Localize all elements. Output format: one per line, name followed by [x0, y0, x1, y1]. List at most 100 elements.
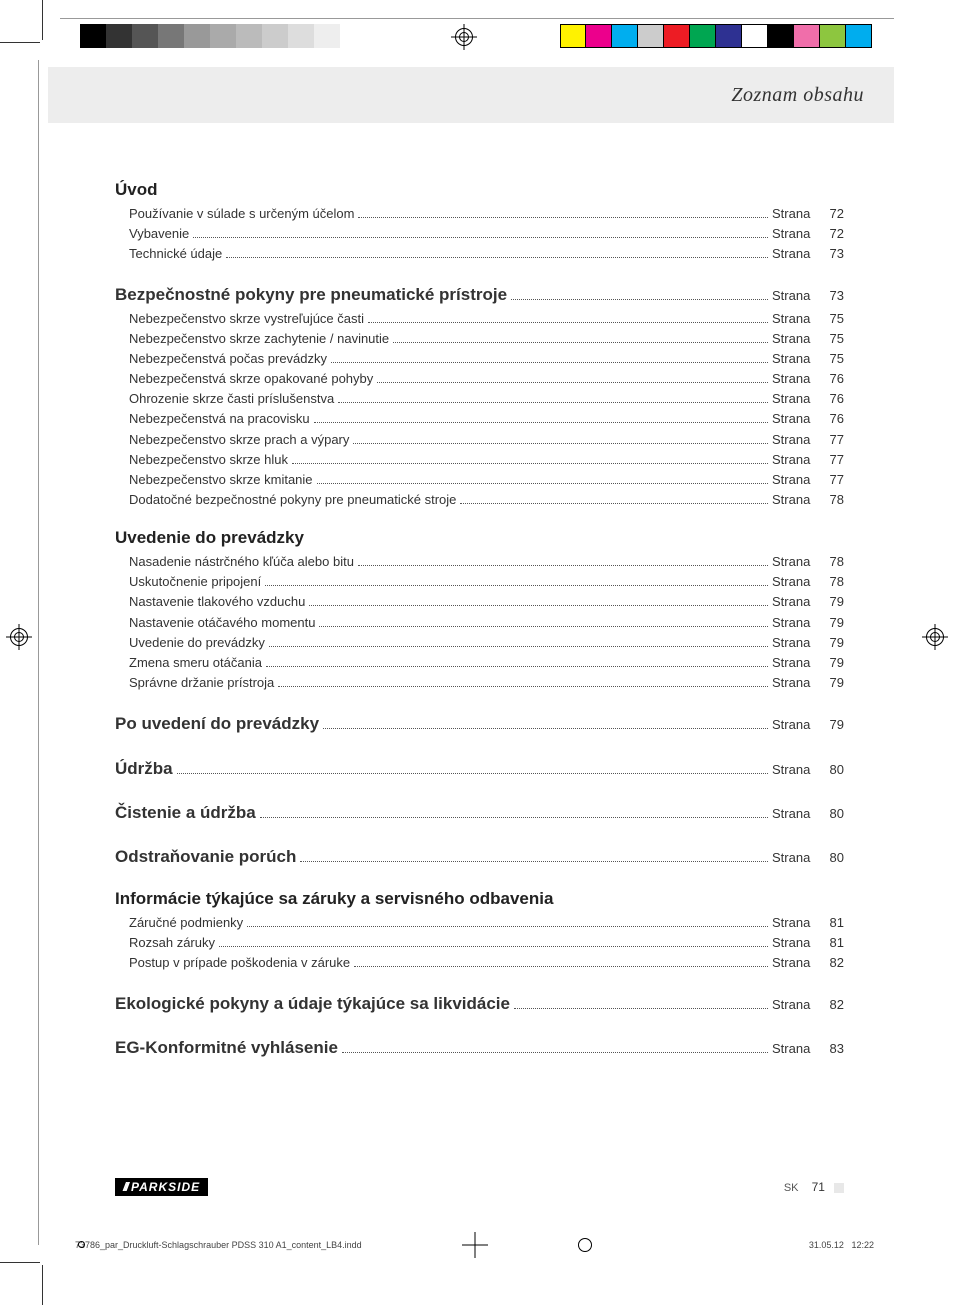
toc-leader [323, 728, 768, 729]
toc-entry-label: Nebezpečenstvo skrze prach a výpary [115, 430, 349, 450]
toc-pageword: Strana [772, 349, 820, 369]
toc-pagenum: 77 [820, 450, 844, 470]
toc-leader [393, 342, 768, 343]
toc-entry: Záručné podmienky Strana81 [115, 913, 844, 933]
toc-pageword: Strana [772, 244, 820, 264]
toc-pagenum: 78 [820, 490, 844, 510]
toc-pageword: Strana [772, 613, 820, 633]
toc-entry: Uvedenie do prevádzkyStrana79 [115, 633, 844, 653]
toc-pageword: Strana [772, 204, 820, 224]
toc-entry: Ohrozenie skrze časti príslušenstvaStran… [115, 389, 844, 409]
toc-leader [265, 585, 768, 586]
grayscale-bar [80, 24, 366, 48]
toc-entry: VybavenieStrana72 [115, 224, 844, 244]
toc-heading-line: Po uvedení do prevádzkyStrana79 [115, 711, 844, 737]
toc-leader [319, 626, 768, 627]
toc-pagenum: 79 [820, 613, 844, 633]
toc-entry-label: Záručné podmienky [115, 913, 243, 933]
toc-leader [377, 382, 768, 383]
toc-pageword: Strana [772, 224, 820, 244]
toc-pagenum: 75 [820, 329, 844, 349]
toc-entry-label: Zmena smeru otáčania [115, 653, 262, 673]
toc-pagenum: 76 [820, 409, 844, 429]
page-footer: /// PARKSIDE SK 71 [115, 1178, 844, 1196]
toc-leader [314, 422, 768, 423]
toc-leader [317, 483, 768, 484]
toc-pagenum: 81 [820, 933, 844, 953]
toc-heading: Ekologické pokyny a údaje týkajúce sa li… [115, 991, 510, 1017]
toc-pagenum: 77 [820, 430, 844, 450]
toc-pageword: Strana [772, 953, 820, 973]
toc-section: Odstraňovanie porúchStrana80 [115, 844, 844, 870]
toc-entry-label: Nastavenie tlakového vzduchu [115, 592, 305, 612]
toc-pagenum: 81 [820, 913, 844, 933]
toc-pagenum: 78 [820, 572, 844, 592]
toc-entry: Uskutočnenie pripojeníStrana78 [115, 572, 844, 592]
toc-section: Bezpečnostné pokyny pre pneumatické prís… [115, 282, 844, 510]
color-bar [560, 24, 872, 48]
toc-entry: Nastavenie otáčavého momentuStrana79 [115, 613, 844, 633]
toc-leader [177, 773, 768, 774]
toc-entry-label: Uvedenie do prevádzky [115, 633, 265, 653]
toc-entry: Nastavenie tlakového vzduchuStrana79 [115, 592, 844, 612]
table-of-contents: ÚvodPoužívanie v súlade s určeným účelom… [115, 180, 844, 1080]
toc-heading: Odstraňovanie porúch [115, 844, 296, 870]
toc-section: Uvedenie do prevádzky Nasadenie nástrčnéh… [115, 528, 844, 693]
toc-heading-line: Odstraňovanie porúchStrana80 [115, 844, 844, 870]
toc-pagenum: 79 [820, 592, 844, 612]
toc-leader [511, 299, 768, 300]
toc-entry: Nasadenie nástrčného kľúča alebo bituStr… [115, 552, 844, 572]
toc-pageword: Strana [772, 933, 820, 953]
toc-pagenum: 80 [820, 848, 844, 868]
toc-leader [338, 402, 768, 403]
crop-mark-bl [0, 1245, 60, 1305]
toc-heading: EG-Konformitné vyhlásenie [115, 1035, 338, 1061]
toc-pageword: Strana [772, 913, 820, 933]
page-number-block: SK 71 [784, 1180, 844, 1194]
toc-section: Informácie týkajúce sa záruky a servisné… [115, 889, 844, 973]
toc-entry: Nebezpečenstvá skrze opakované pohybyStr… [115, 369, 844, 389]
toc-heading-line: Čistenie a údržbaStrana80 [115, 800, 844, 826]
header-title: Zoznam obsahu [731, 84, 864, 107]
brand-logo: /// PARKSIDE [115, 1178, 208, 1196]
toc-entry: Nebezpečenstvo skrze zachytenie / navinu… [115, 329, 844, 349]
toc-section: Čistenie a údržbaStrana80 [115, 800, 844, 826]
toc-entry-label: Vybavenie [115, 224, 189, 244]
page-number: 71 [812, 1180, 825, 1194]
toc-pageword: Strana [772, 552, 820, 572]
toc-entry-label: Nebezpečenstvo skrze hluk [115, 450, 288, 470]
toc-pageword: Strana [772, 633, 820, 653]
toc-leader [342, 1052, 768, 1053]
toc-leader [309, 605, 768, 606]
toc-entry-label: Nebezpečenstvo skrze vystreľujúce časti [115, 309, 364, 329]
toc-pagenum: 79 [820, 715, 844, 735]
toc-pageword: Strana [772, 760, 820, 780]
toc-pagenum: 76 [820, 369, 844, 389]
toc-pagenum: 73 [820, 244, 844, 264]
rule-left [38, 60, 39, 1245]
toc-heading: Bezpečnostné pokyny pre pneumatické prís… [115, 282, 507, 308]
toc-pageword: Strana [772, 653, 820, 673]
toc-pagenum: 82 [820, 953, 844, 973]
brand-text: PARKSIDE [131, 1180, 200, 1194]
toc-pageword: Strana [772, 572, 820, 592]
toc-pagenum: 78 [820, 552, 844, 572]
toc-pagenum: 80 [820, 760, 844, 780]
toc-entry-label: Rozsah záruky [115, 933, 215, 953]
slug-time: 12:22 [851, 1240, 874, 1250]
toc-leader [247, 926, 768, 927]
toc-pagenum: 73 [820, 286, 844, 306]
toc-pageword: Strana [772, 673, 820, 693]
toc-pagenum: 76 [820, 389, 844, 409]
toc-pageword: Strana [772, 470, 820, 490]
toc-entry: Nebezpečenstvo skrze prach a výparyStran… [115, 430, 844, 450]
toc-leader [260, 817, 768, 818]
toc-leader [219, 946, 768, 947]
toc-heading-line: EG-Konformitné vyhlásenieStrana83 [115, 1035, 844, 1061]
toc-pageword: Strana [772, 329, 820, 349]
toc-entry-label: Technické údaje [115, 244, 222, 264]
toc-entry-label: Nebezpečenstvá na pracovisku [115, 409, 310, 429]
toc-entry-label: Nebezpečenstvo skrze kmitanie [115, 470, 313, 490]
toc-leader [269, 646, 768, 647]
toc-entry-label: Postup v prípade poškodenia v záruke [115, 953, 350, 973]
